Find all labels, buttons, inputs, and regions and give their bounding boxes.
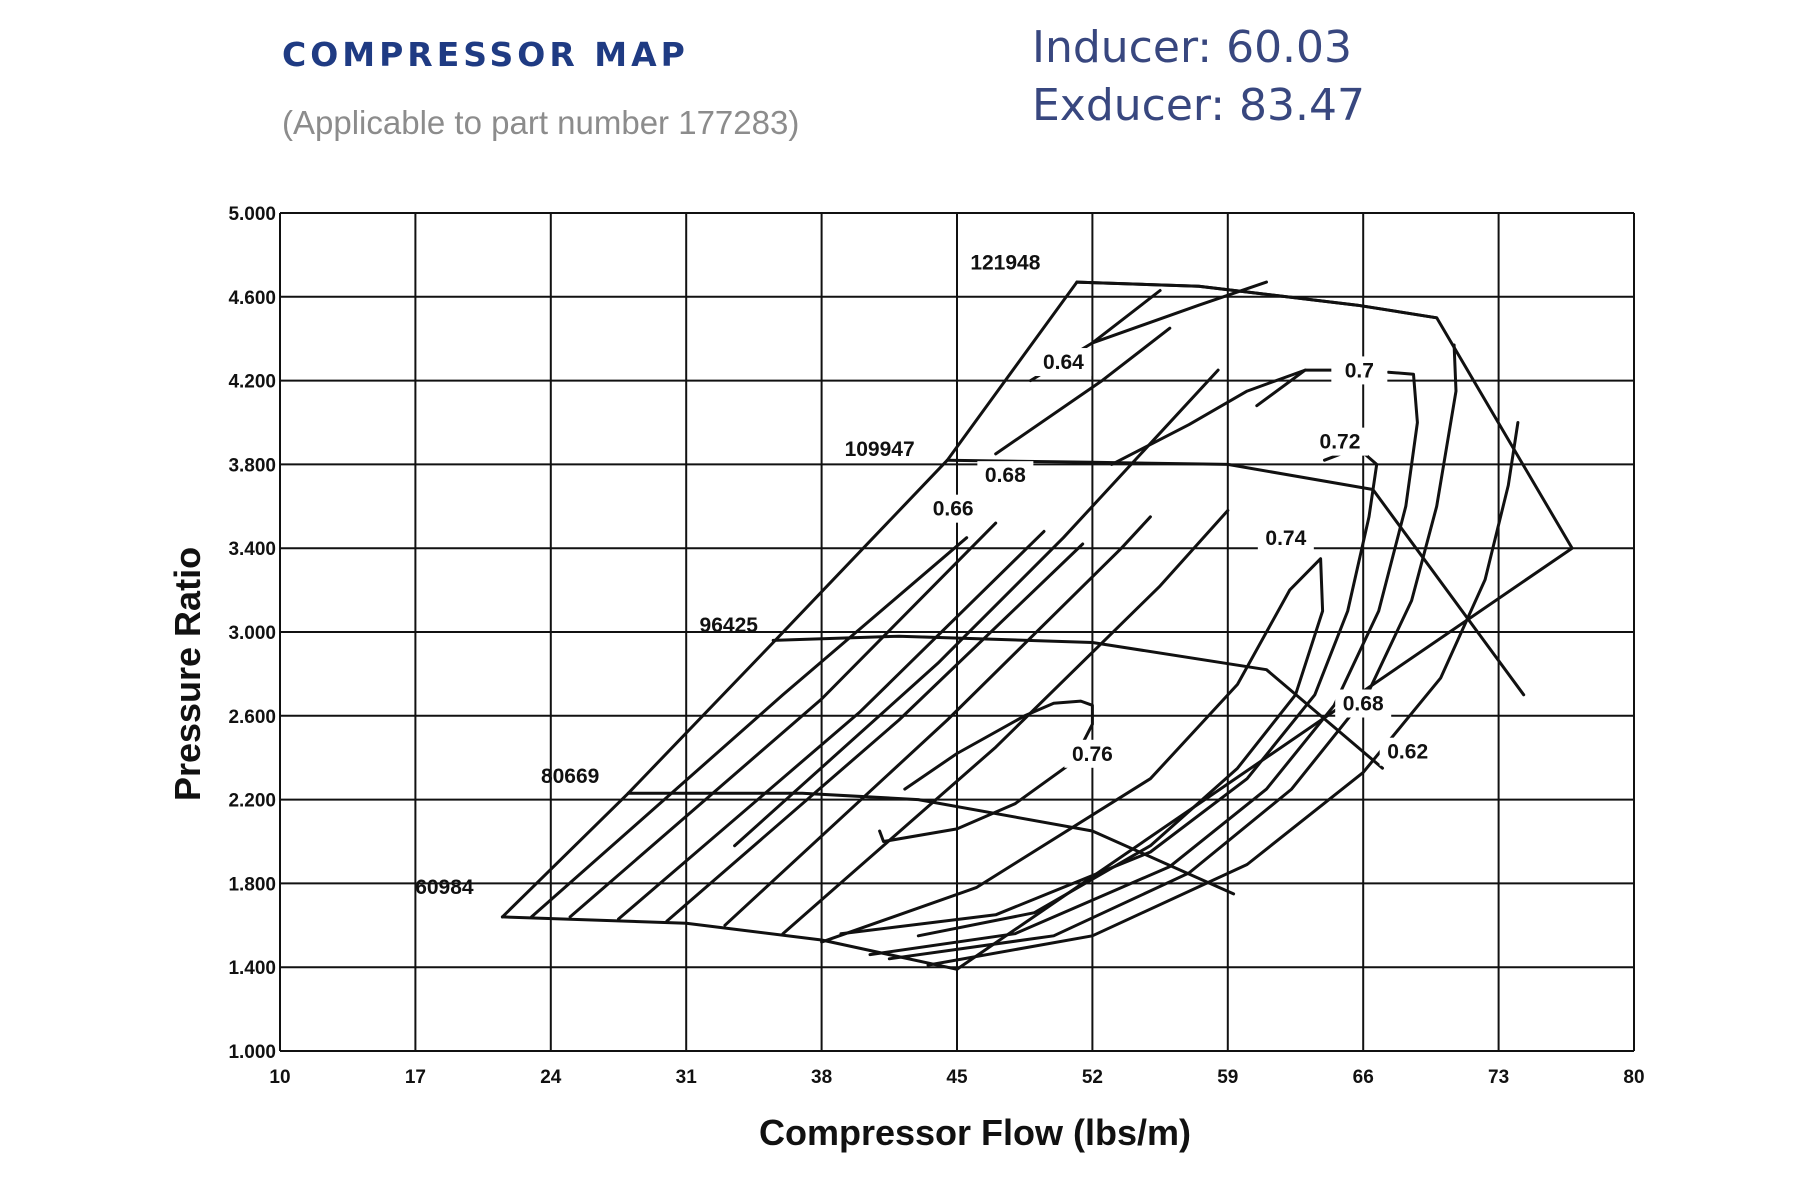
x-tick-label: 80 [1623,1067,1644,1088]
speed-line [945,458,1526,697]
efficiency-contour [665,542,1085,923]
speed-line-label: 60984 [415,876,474,899]
efficiency-contour [568,521,998,919]
y-tick-label: 3.800 [228,455,276,476]
efficiency-label-bg [1311,427,1368,456]
efficiency-label-bg [1379,737,1436,766]
efficiency-label: 0.72 [1320,431,1361,454]
exducer-spec: Exducer: 83.47 [1032,80,1365,131]
speed-line [500,915,959,971]
speed-line-label: 80669 [541,765,599,788]
x-tick-label: 38 [811,1067,832,1088]
x-tick-label: 24 [540,1067,562,1088]
y-tick-label: 3.400 [228,539,276,560]
x-tick-label: 73 [1488,1067,1509,1088]
y-axis-label: Pressure Ratio [167,547,208,801]
efficiency-label-bg [1335,689,1392,718]
efficiency-contour [868,370,1419,957]
x-axis-label: Compressor Flow (lbs/m) [759,1112,1191,1153]
efficiency-label: 0.66 [933,498,974,521]
efficiency-contour [878,699,1094,843]
efficiency-label-bg [1035,348,1092,377]
inducer-spec: Inducer: 60.03 [1032,22,1352,73]
x-tick-label: 52 [1082,1067,1103,1088]
efficiency-label: 0.68 [1343,693,1384,716]
efficiency-label: 0.7 [1345,359,1374,382]
efficiency-contour [733,368,1220,848]
efficiency-contour [1090,280,1268,345]
x-tick-label: 10 [269,1067,290,1088]
grid [279,212,1635,1052]
x-tick-label: 45 [946,1067,968,1088]
efficiency-label-bg [925,494,982,523]
efficiency-contour [1110,368,1307,466]
x-tick-label: 59 [1217,1067,1238,1088]
efficiency-contour [781,509,1230,936]
speed-line-label: 96425 [700,614,759,637]
y-tick-label: 2.200 [228,791,276,812]
axis-ticks: 10 17 24 31 38 45 52 59 66 73 80 1.000 1.400 1.800 2.2… [228,204,1644,1088]
speed-line-label: 121948 [970,252,1040,275]
y-tick-label: 1.800 [228,874,276,895]
y-tick-label: 1.400 [228,958,276,979]
surge-line [500,280,1079,919]
speed-line [771,634,1384,770]
efficiency-label-bg [1257,524,1314,553]
efficiency-label: 0.74 [1265,527,1306,550]
efficiency-contour [723,515,1152,927]
y-tick-label: 3.000 [228,623,276,644]
x-tick-label: 17 [405,1067,426,1088]
chart-title: COMPRESSOR MAP [282,35,689,74]
efficiency-label-bg [1064,739,1121,768]
y-tick-label: 5.000 [228,204,276,225]
efficiency-contour [839,446,1379,936]
efficiency-label-bg [977,461,1034,490]
y-tick-label: 1.000 [228,1042,276,1063]
efficiency-label: 0.62 [1387,741,1428,764]
efficiency-contour [994,326,1172,456]
efficiency-label: 0.64 [1043,351,1084,374]
x-tick-label: 66 [1353,1067,1374,1088]
y-tick-label: 4.200 [228,372,276,393]
speed-line-label: 109947 [845,438,915,461]
efficiency-label: 0.68 [985,464,1026,487]
chart-subtitle: (Applicable to part number 177283) [282,104,799,141]
map-labels: 60984 80669 96425 109947 121948 0.76 0.74 0.72 0… [415,252,1436,899]
efficiency-label: 0.76 [1072,743,1113,766]
efficiency-contour [530,536,969,919]
y-tick-label: 2.600 [228,707,276,728]
efficiency-label-bg [1331,356,1388,385]
map-lines [500,280,1574,971]
efficiency-contour [617,529,1046,921]
speed-line [1075,280,1439,320]
efficiency-contour [820,557,1325,944]
y-tick-label: 4.600 [228,288,276,309]
efficiency-contour [926,421,1520,967]
x-tick-label: 31 [676,1067,698,1088]
speed-line [626,791,1236,896]
